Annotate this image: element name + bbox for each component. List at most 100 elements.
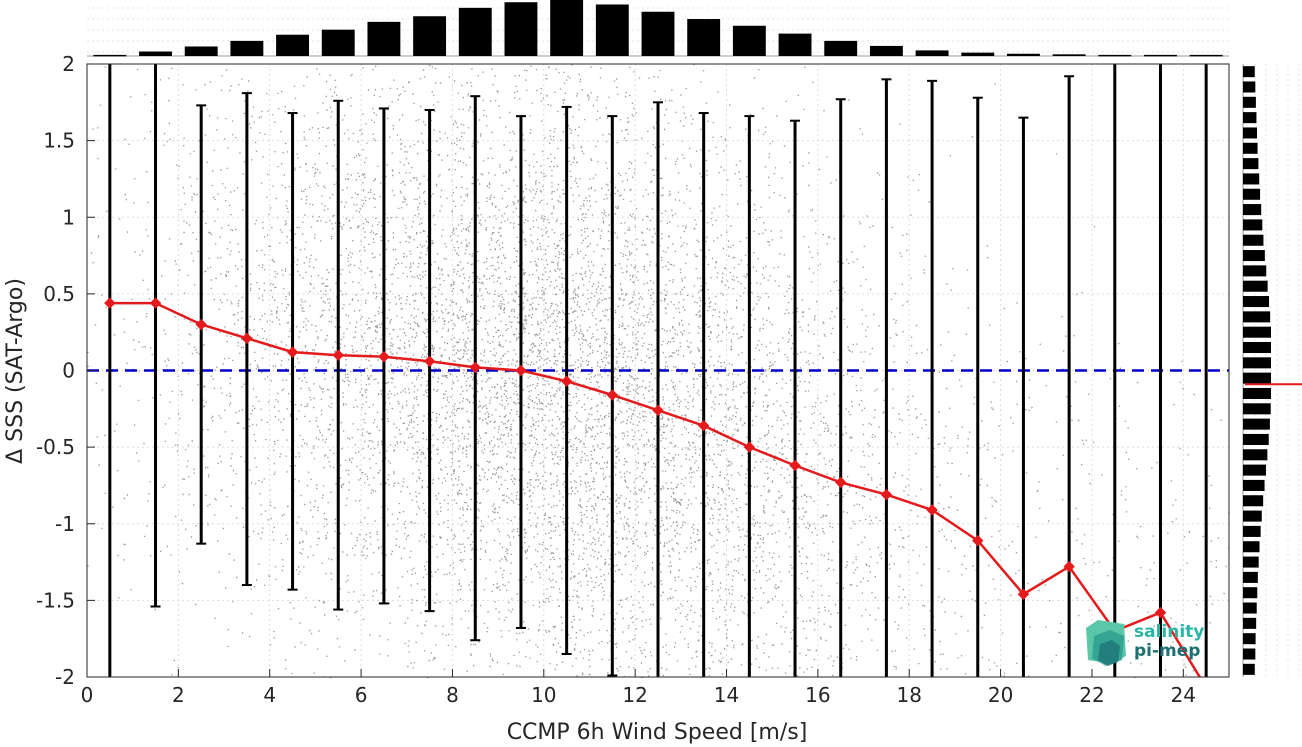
mean-point	[926, 504, 938, 516]
right-hist-bar	[1243, 510, 1262, 522]
logo-mark-icon	[1086, 620, 1126, 666]
top-hist-bar	[184, 46, 218, 56]
y-tick-label: 0	[62, 359, 75, 383]
mean-line	[104, 297, 1202, 677]
right-hist-bar	[1243, 311, 1271, 323]
mean-point	[835, 476, 847, 489]
x-axis-title: CCMP 6h Wind Speed [m/s]	[507, 720, 808, 745]
right-hist-bar	[1243, 556, 1259, 568]
mean-point	[104, 297, 116, 309]
mean-point	[332, 349, 344, 361]
top-hist-bar	[915, 50, 949, 56]
right-hist-bar	[1243, 449, 1268, 461]
mean-point	[378, 351, 390, 363]
mean-point	[1063, 560, 1075, 573]
error-bars	[108, 64, 1208, 677]
mean-point	[1017, 588, 1030, 600]
top-hist-bar	[778, 33, 812, 56]
mean-point	[972, 534, 984, 547]
right-hist-bar	[1243, 188, 1261, 200]
y-axis-title: Δ SSS (SAT-Argo)	[3, 278, 28, 464]
right-hist-bar	[1243, 204, 1262, 216]
y-tick-label: -1.5	[36, 588, 75, 612]
top-hist-bar	[1052, 54, 1086, 56]
right-hist-bar	[1243, 387, 1271, 400]
mean-point	[195, 318, 207, 331]
right-hist-bar	[1243, 571, 1258, 583]
mean-point	[560, 375, 573, 387]
right-histogram	[1242, 64, 1302, 677]
right-hist-bar	[1243, 495, 1264, 507]
y-tick-label: 1	[62, 205, 75, 229]
top-hist-bar	[824, 40, 858, 56]
x-tick-label: 4	[263, 683, 276, 707]
x-tick-label: 16	[805, 683, 830, 707]
x-tick-label: 2	[172, 683, 185, 707]
top-hist-bar	[230, 40, 264, 56]
x-tick-label: 6	[355, 683, 368, 707]
top-hist-bar	[504, 2, 538, 56]
top-hist-bar	[687, 19, 721, 56]
right-hist-bar	[1243, 648, 1256, 660]
top-hist-bar	[869, 45, 903, 56]
mean-point	[880, 488, 893, 501]
x-tick-label: 20	[988, 683, 1013, 707]
x-tick-label: 18	[897, 683, 922, 707]
mean-point	[423, 355, 436, 368]
right-hist-bar	[1243, 158, 1259, 170]
top-hist-bar	[595, 4, 629, 57]
top-hist-bar	[93, 54, 127, 57]
right-hist-bar	[1243, 173, 1260, 185]
right-hist-bar	[1243, 326, 1271, 338]
right-hist-bar	[1243, 81, 1256, 93]
plot-axes	[86, 63, 1230, 678]
right-hist-bar	[1243, 433, 1269, 445]
right-hist-bar	[1243, 617, 1257, 629]
y-tick-label: 0.5	[43, 282, 75, 306]
logo-line2: pi-mep	[1134, 641, 1200, 661]
x-tick-labels: 0 2 4 6 8 10 12 14 16 18 20 22 24	[81, 683, 1196, 707]
right-hist-bar	[1243, 372, 1271, 384]
x-tick-label: 14	[714, 683, 739, 707]
right-hist-bar	[1243, 587, 1258, 599]
logo-line1: salinity	[1134, 622, 1204, 642]
y-tick-label: -0.5	[36, 435, 75, 459]
top-histogram	[87, 0, 1229, 57]
mean-point	[515, 364, 527, 377]
top-hist-bar	[1189, 54, 1223, 57]
right-hist-bar	[1243, 357, 1271, 369]
right-hist-bar	[1243, 250, 1265, 262]
x-tick-label: 0	[81, 683, 94, 707]
mean-point	[789, 459, 801, 472]
x-tick-label: 12	[622, 683, 647, 707]
top-hist-bar	[1098, 54, 1132, 57]
top-hist-bar	[1144, 54, 1177, 57]
right-hist-bar	[1243, 265, 1267, 277]
right-hist-bar	[1243, 663, 1255, 675]
y-tick-label: 2	[62, 52, 75, 76]
right-hist-bar	[1243, 142, 1258, 154]
mean-point	[743, 441, 756, 453]
right-hist-bar	[1243, 66, 1255, 78]
top-hist-bar	[1006, 53, 1040, 56]
right-hist-bar	[1243, 280, 1268, 292]
right-hist-bar	[1243, 296, 1270, 308]
mean-point	[606, 389, 619, 401]
right-hist-bar	[1243, 479, 1265, 491]
right-hist-bar	[1243, 602, 1257, 614]
right-hist-bar	[1243, 464, 1266, 476]
right-hist-bar	[1243, 403, 1271, 415]
right-hist-bar	[1243, 541, 1260, 553]
mean-point	[652, 404, 664, 417]
top-hist-bar	[367, 21, 401, 56]
top-hist-bar	[458, 7, 492, 56]
mean-point	[149, 297, 162, 309]
right-hist-bar	[1243, 633, 1256, 645]
right-hist-bar	[1243, 96, 1256, 108]
mean-point	[697, 419, 710, 432]
right-hist-bar	[1243, 127, 1257, 139]
mean-point	[241, 332, 253, 345]
right-hist-bar	[1243, 219, 1263, 231]
top-hist-bar	[321, 29, 355, 56]
